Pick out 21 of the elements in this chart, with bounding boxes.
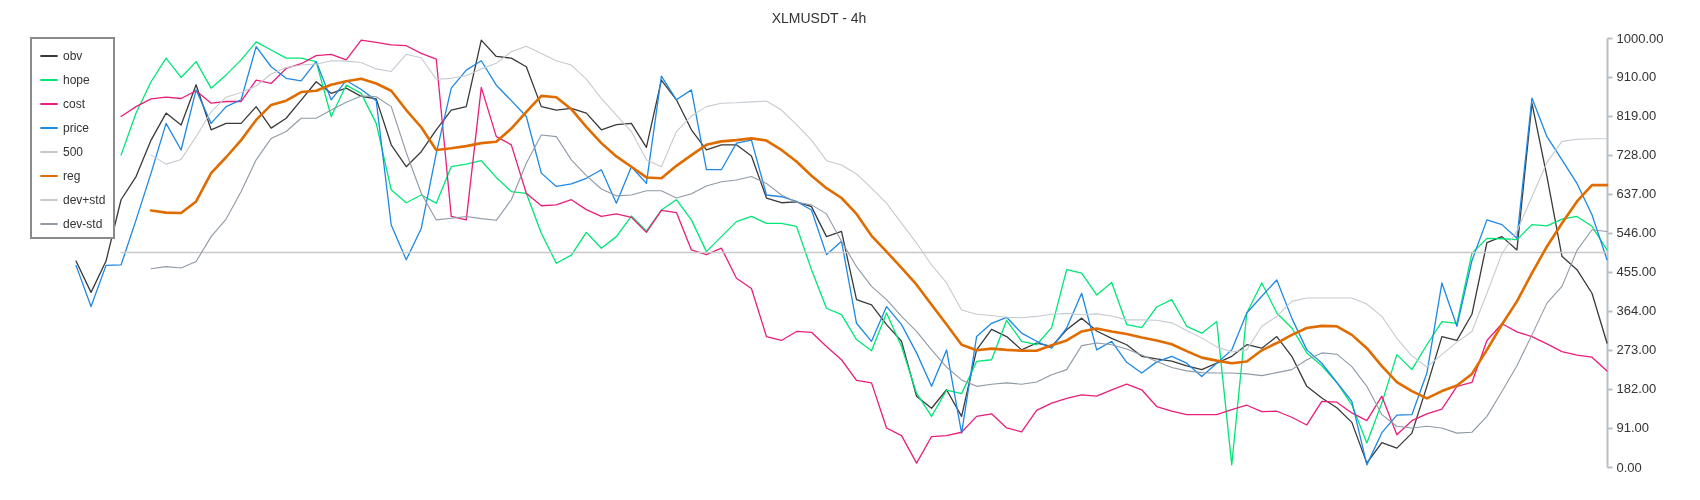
y-tick-label: 637.00 (1616, 186, 1657, 202)
legend-label: dev+std (63, 193, 106, 207)
y-tick-label: 0.00 (1616, 459, 1642, 475)
y-tick-label: 546.00 (1616, 225, 1657, 241)
y-tick-label: 364.00 (1616, 303, 1657, 319)
y-tick-label: 455.00 (1616, 264, 1657, 280)
legend-label: price (63, 121, 90, 135)
y-tick-label: 273.00 (1616, 342, 1657, 358)
y-tick-label: 819.00 (1616, 108, 1657, 124)
y-tick-label: 91.00 (1616, 420, 1650, 436)
y-tick-label: 1000.00 (1616, 30, 1664, 46)
y-tick-label: 182.00 (1616, 381, 1657, 397)
legend-label: reg (63, 169, 81, 183)
legend-label: obv (63, 49, 83, 63)
legend-label: cost (63, 97, 86, 111)
chart-title: XLMUSDT - 4h (771, 10, 867, 26)
legend-label: hope (63, 73, 91, 87)
y-tick-label: 910.00 (1616, 69, 1657, 85)
legend-label: 500 (63, 145, 84, 159)
y-tick-label: 728.00 (1616, 147, 1657, 163)
legend-label: dev-std (63, 217, 103, 231)
